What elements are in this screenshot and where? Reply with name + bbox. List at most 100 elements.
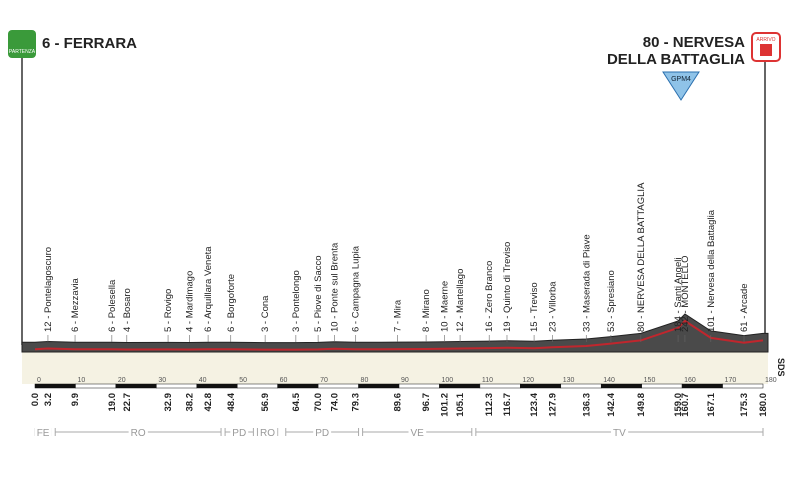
- ruler-segment: [479, 383, 521, 389]
- ruler-segment: [600, 383, 642, 389]
- ruler-segment: [641, 383, 683, 389]
- km-label: 123.4: [529, 392, 540, 416]
- waypoint-label: 15 - Treviso: [529, 282, 540, 332]
- ruler-segment: [560, 383, 602, 389]
- ruler-segment: [196, 383, 238, 389]
- x-tick-label: 160: [684, 377, 696, 384]
- km-label: 3.2: [43, 393, 54, 406]
- km-label: 159.0: [673, 393, 684, 417]
- waypoint-label: 242 - MONTELLO: [680, 255, 691, 332]
- waypoint-label: 10 - Maerne: [439, 281, 450, 332]
- ruler-segment: [358, 383, 400, 389]
- km-label: 160.7: [680, 393, 691, 417]
- ruler-segment: [156, 383, 198, 389]
- waypoint-label: 8 - Mirano: [421, 289, 432, 332]
- x-tick-label: 20: [118, 377, 126, 384]
- x-tick-label: 30: [158, 377, 166, 384]
- waypoint-label: 101 - Nervesa della Battaglia: [706, 209, 717, 332]
- km-label: 136.3: [581, 393, 592, 417]
- km-label: 142.4: [606, 392, 617, 416]
- waypoint-label: 3 - Pontelongo: [291, 270, 302, 332]
- ruler-segment: [75, 383, 117, 389]
- km-label: 116.7: [502, 393, 513, 416]
- km-label: 42.8: [203, 393, 214, 412]
- km-label: 64.5: [291, 392, 302, 411]
- km-label: 0.0: [30, 393, 41, 406]
- sector-label-bg: [408, 428, 427, 439]
- sector-label: VE: [411, 428, 425, 439]
- sector-label: RO: [131, 428, 146, 439]
- waypoint-label: 23 - Villorba: [547, 281, 558, 332]
- ruler-segment: [236, 383, 278, 389]
- waypoint-label: 6 - Mezzavia: [70, 277, 81, 332]
- finish-label: 80 - NERVESA: [643, 34, 745, 51]
- x-tick-label: 180: [765, 377, 777, 384]
- km-label: 167.1: [706, 392, 717, 416]
- finish-label: DELLA BATTAGLIA: [607, 51, 745, 68]
- km-band: [22, 352, 768, 384]
- x-tick-label: 10: [77, 377, 85, 384]
- sector-label: FE: [37, 428, 50, 439]
- waypoint-label: 16 - Zero Branco: [484, 261, 495, 332]
- km-label: 112.3: [484, 393, 495, 416]
- sector-label: TV: [613, 428, 626, 439]
- profile-line: [34, 319, 764, 351]
- km-label: 175.3: [739, 393, 750, 417]
- finish-badge-icon: [760, 44, 772, 56]
- waypoint-label: 6 - Borgoforte: [226, 274, 237, 332]
- waypoint-label: 19 - Quinto di Treviso: [502, 242, 513, 332]
- waypoint-label: 12 - Pontelagoscuro: [43, 247, 54, 332]
- ruler-segment: [277, 383, 319, 389]
- sector-label-bg: [258, 428, 278, 439]
- km-label: 79.3: [351, 393, 362, 412]
- credit: SDS: [776, 358, 786, 377]
- waypoint-label: 4 - Mardimago: [184, 271, 195, 332]
- x-tick-label: 50: [239, 377, 247, 384]
- start-badge-box: [8, 30, 36, 58]
- waypoint-label: 6 - Arquillara Veneta: [203, 246, 214, 332]
- ruler-segment: [439, 383, 481, 389]
- ruler-segment: [34, 383, 76, 389]
- waypoint-label: 4 - Bosaro: [122, 288, 133, 332]
- km-label: 96.7: [421, 393, 432, 412]
- sector-label: PD: [315, 428, 329, 439]
- x-tick-label: 140: [603, 377, 615, 384]
- waypoint-label: 10 - Ponte sul Brenta: [329, 242, 340, 332]
- km-label: 19.0: [107, 393, 118, 412]
- waypoint-label: 12 - Martellago: [455, 269, 466, 332]
- km-label: 180.0: [758, 393, 769, 417]
- km-label: 22.7: [122, 393, 133, 412]
- waypoint-label: 53 - Spresiano: [606, 270, 617, 332]
- waypoint-label: 184 - Santi Angeli: [673, 258, 684, 332]
- x-tick-label: 110: [482, 377, 493, 384]
- waypoint-label: 80 - NERVESA DELLA BATTAGLIA: [636, 182, 647, 332]
- climb-label: GPM4: [671, 76, 691, 83]
- km-label: 149.8: [636, 393, 647, 417]
- x-tick-label: 80: [361, 377, 369, 384]
- sector-label-bg: [313, 428, 332, 439]
- waypoint-label: 3 - Cona: [260, 295, 271, 332]
- km-label: 127.9: [547, 393, 558, 417]
- km-label: 32.9: [163, 393, 174, 412]
- x-tick-label: 0: [37, 377, 41, 384]
- waypoint-label: 6 - Polesella: [107, 279, 118, 332]
- finish-badge: ARRIVO: [756, 37, 775, 43]
- x-tick-label: 150: [644, 377, 656, 384]
- km-label: 56.9: [260, 393, 271, 412]
- sector-label: PD: [232, 428, 246, 439]
- waypoint-label: 5 - Rovigo: [163, 289, 174, 332]
- x-tick-label: 40: [199, 377, 207, 384]
- x-tick-label: 120: [522, 377, 534, 384]
- ruler-segment: [681, 383, 723, 389]
- sector-label-bg: [34, 428, 52, 439]
- waypoint-label: 7 - Mira: [392, 299, 403, 332]
- sector-label-bg: [230, 428, 249, 439]
- km-label: 101.2: [439, 393, 450, 417]
- km-label: 9.9: [70, 393, 81, 406]
- sector-label-bg: [611, 428, 629, 439]
- km-label: 74.0: [329, 393, 340, 412]
- x-tick-label: 90: [401, 377, 409, 384]
- ruler-segment: [520, 383, 562, 389]
